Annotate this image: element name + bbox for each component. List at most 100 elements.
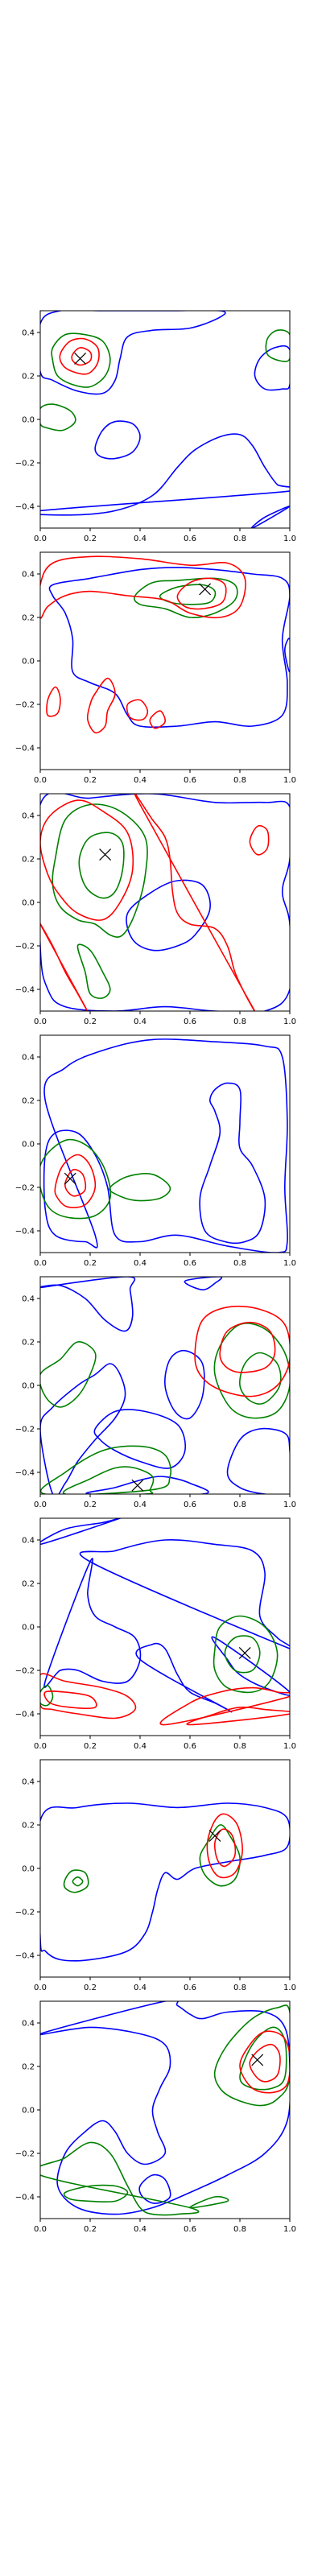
y-tick-label: 0.4	[22, 571, 35, 580]
axes-frame	[39, 1759, 291, 1978]
x-marker-stroke	[238, 1646, 251, 1659]
axes-frame	[39, 2000, 291, 2219]
axes-frame	[39, 551, 291, 770]
contour-line-green	[213, 2004, 290, 2107]
x-tick-label: 0.2	[84, 1984, 97, 1992]
contour-line-blue	[138, 2174, 171, 2204]
x-tick-label: 0.0	[34, 1742, 47, 1751]
contour-line-green	[239, 2026, 287, 2091]
x-tick-label: 0.6	[184, 1501, 196, 1509]
contour-line-blue	[284, 638, 290, 673]
contour-group	[40, 1802, 290, 1962]
contour-line-blue	[40, 1277, 136, 1332]
y-tick-label: 0.4	[22, 2020, 35, 2029]
y-tick-label: 0.2	[22, 1580, 35, 1589]
chart-panel: 0.0 0.2 0.4 0.6 0.8 1.0 −0.4 −0.2 0.0 0.2 0.4	[15, 793, 296, 1026]
x-tick-label: 0.6	[184, 2225, 196, 2234]
y-tick-label: −0.2	[15, 2150, 35, 2159]
x-marker	[199, 583, 212, 596]
contour-line-red	[249, 824, 270, 856]
contour-line-blue	[94, 420, 141, 460]
contour-line-red	[239, 2030, 290, 2094]
contour-line-green	[224, 1635, 261, 1674]
y-tick-label: 0.2	[22, 373, 35, 382]
contour-line-green	[63, 1869, 89, 1893]
x-tick-label: 1.0	[283, 2225, 296, 2234]
y-tick-label: 0.4	[22, 812, 35, 821]
contour-line-red	[219, 1321, 276, 1373]
x-tick-label: 0.6	[184, 1018, 196, 1026]
x-tick-label: 0.2	[84, 1501, 97, 1509]
x-tick-label: 1.0	[283, 1259, 296, 1268]
x-marker	[251, 2054, 264, 2066]
y-tick-label: 0.4	[22, 1778, 35, 1787]
x-marker	[99, 848, 112, 861]
x-tick-label: 0.6	[184, 1984, 196, 1992]
contour-group	[40, 2001, 290, 2216]
contour-group	[40, 311, 290, 528]
x-tick-label: 0.0	[34, 1984, 47, 1992]
x-tick-label: 0.4	[134, 1742, 147, 1751]
contour-line-red	[46, 686, 61, 717]
x-marker	[74, 352, 87, 365]
chart-panel: 0.0 0.2 0.4 0.6 0.8 1.0 −0.4 −0.2 0.0 0.2 0.4	[15, 1034, 296, 1268]
x-tick-label: 0.0	[34, 2225, 47, 2234]
contour-line-green	[40, 1685, 54, 1707]
contour-line-blue	[135, 1642, 233, 1713]
x-marker-stroke	[208, 1830, 221, 1842]
contour-line-blue	[184, 1277, 223, 1291]
y-tick-label: −0.2	[15, 943, 35, 952]
contour-line-red	[40, 922, 88, 1011]
contour-line-green	[239, 1352, 282, 1405]
contour-line-green	[213, 1615, 279, 1694]
x-tick-label: 1.0	[283, 535, 296, 543]
x-tick-label: 0.0	[34, 1018, 47, 1026]
y-tick-label: 0.4	[22, 1537, 35, 1546]
contour-line-blue	[40, 1518, 122, 1546]
contour-line-green	[72, 1876, 84, 1887]
y-tick-label: 0.0	[22, 1624, 35, 1633]
contour-line-green	[134, 577, 238, 618]
x-tick-label: 1.0	[283, 776, 296, 785]
contour-line-blue	[48, 567, 290, 729]
x-tick-label: 0.2	[84, 535, 97, 543]
contour-line-red	[40, 1673, 137, 1719]
y-tick-label: −0.4	[15, 1711, 35, 1719]
x-tick-label: 0.8	[233, 1259, 246, 1268]
contour-line-red	[54, 1154, 97, 1208]
y-tick-label: 0.0	[22, 1382, 35, 1391]
x-tick-label: 0.8	[233, 1018, 246, 1026]
x-marker	[208, 1830, 221, 1842]
y-tick-label: −0.4	[15, 1469, 35, 1478]
y-tick-label: 0.4	[22, 1054, 35, 1063]
y-tick-label: 0.2	[22, 1097, 35, 1106]
contour-line-red	[71, 347, 93, 366]
x-tick-label: 0.2	[84, 1742, 97, 1751]
contour-line-green	[213, 1323, 290, 1419]
y-tick-label: 0.4	[22, 1295, 35, 1304]
contour-line-red	[194, 1305, 290, 1397]
y-tick-label: −0.2	[15, 701, 35, 710]
contour-line-blue	[40, 2001, 290, 2215]
y-tick-label: 0.0	[22, 899, 35, 908]
x-tick-label: 1.0	[283, 1742, 296, 1751]
x-tick-label: 0.2	[84, 1018, 97, 1026]
x-tick-label: 0.2	[84, 2225, 97, 2234]
x-tick-label: 0.6	[184, 776, 196, 785]
x-tick-label: 0.4	[134, 1018, 147, 1026]
contour-line-red	[149, 710, 166, 729]
x-marker-stroke	[99, 848, 112, 861]
x-tick-label: 0.6	[184, 1259, 196, 1268]
y-tick-label: 0.2	[22, 856, 35, 865]
x-tick-label: 0.2	[84, 776, 97, 785]
y-tick-label: −0.4	[15, 2194, 35, 2202]
contour-line-blue	[79, 1538, 290, 1649]
y-tick-label: 0.0	[22, 2107, 35, 2116]
contour-group	[40, 1038, 288, 1253]
x-marker-stroke	[251, 2054, 264, 2066]
contour-line-green	[76, 943, 111, 999]
y-tick-label: −0.4	[15, 745, 35, 753]
x-tick-label: 0.2	[84, 1259, 97, 1268]
y-tick-label: −0.2	[15, 1667, 35, 1676]
